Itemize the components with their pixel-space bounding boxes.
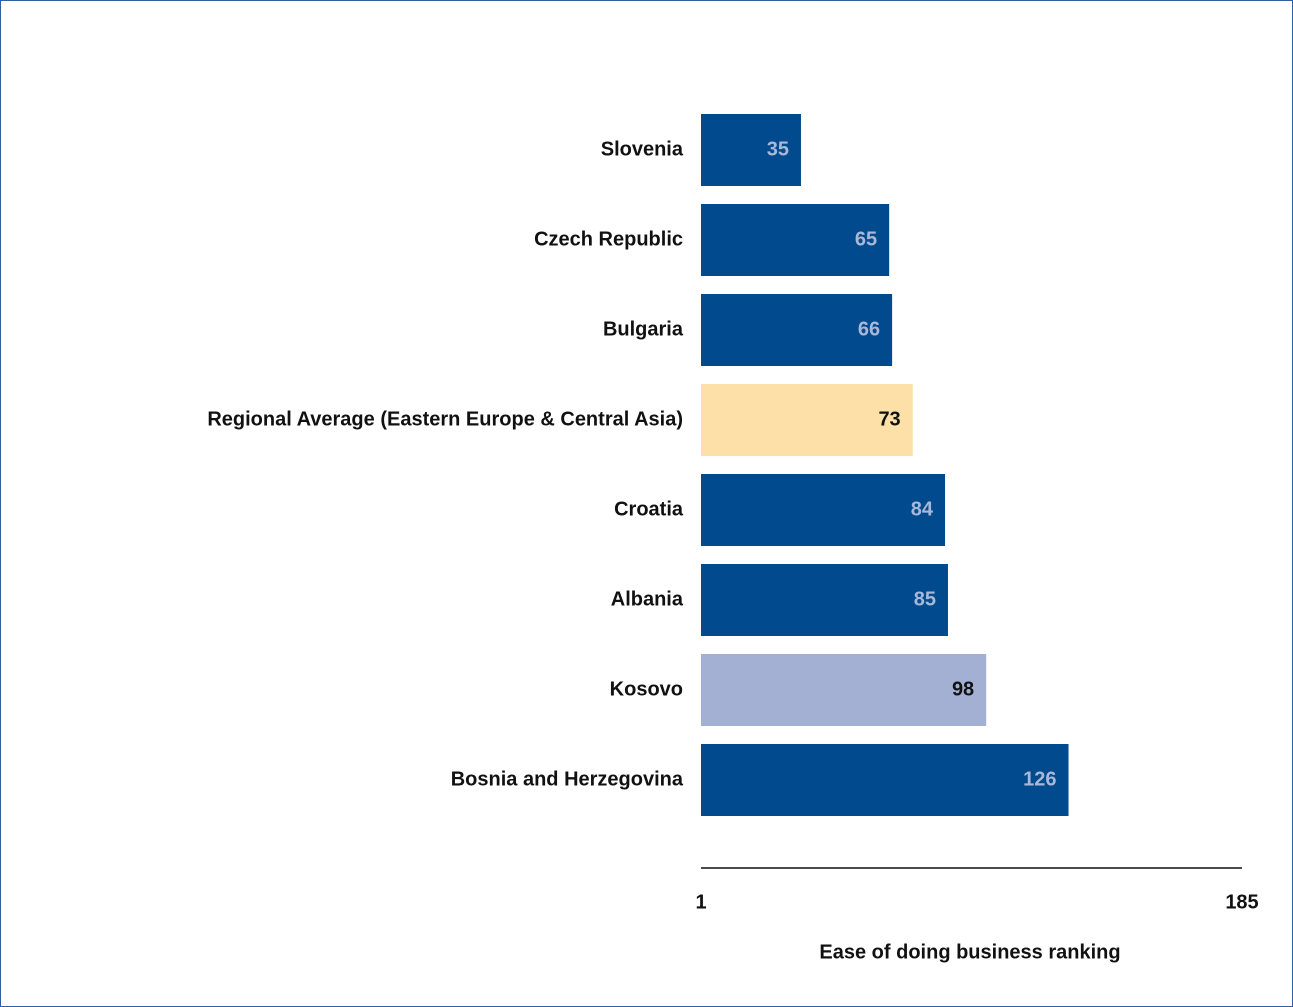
y-tick-label: Slovenia (601, 138, 684, 160)
value-label: 84 (911, 498, 934, 520)
y-tick-label: Kosovo (610, 678, 683, 700)
y-tick-label: Albania (611, 588, 684, 610)
y-tick-label: Czech Republic (534, 228, 683, 250)
value-label: 66 (858, 318, 880, 340)
bar (701, 744, 1069, 816)
x-axis-label: Ease of doing business ranking (819, 941, 1120, 963)
bar (701, 294, 893, 366)
value-label: 85 (914, 588, 936, 610)
value-label: 98 (952, 678, 974, 700)
bar (701, 204, 890, 276)
value-label: 65 (855, 228, 877, 250)
bar (701, 474, 946, 546)
bar (701, 384, 913, 456)
value-label: 126 (1023, 768, 1056, 790)
x-tick-label: 185 (1225, 891, 1258, 913)
y-tick-label: Bulgaria (603, 318, 684, 340)
y-tick-label: Bosnia and Herzegovina (451, 768, 684, 790)
bar (701, 114, 801, 186)
y-tick-label: Croatia (614, 498, 684, 520)
bar (701, 654, 987, 726)
y-tick-label: Regional Average (Eastern Europe & Centr… (207, 408, 683, 430)
value-label: 35 (767, 138, 789, 160)
x-tick-label: 1 (695, 891, 706, 913)
value-label: 73 (878, 408, 900, 430)
bar (701, 564, 948, 636)
